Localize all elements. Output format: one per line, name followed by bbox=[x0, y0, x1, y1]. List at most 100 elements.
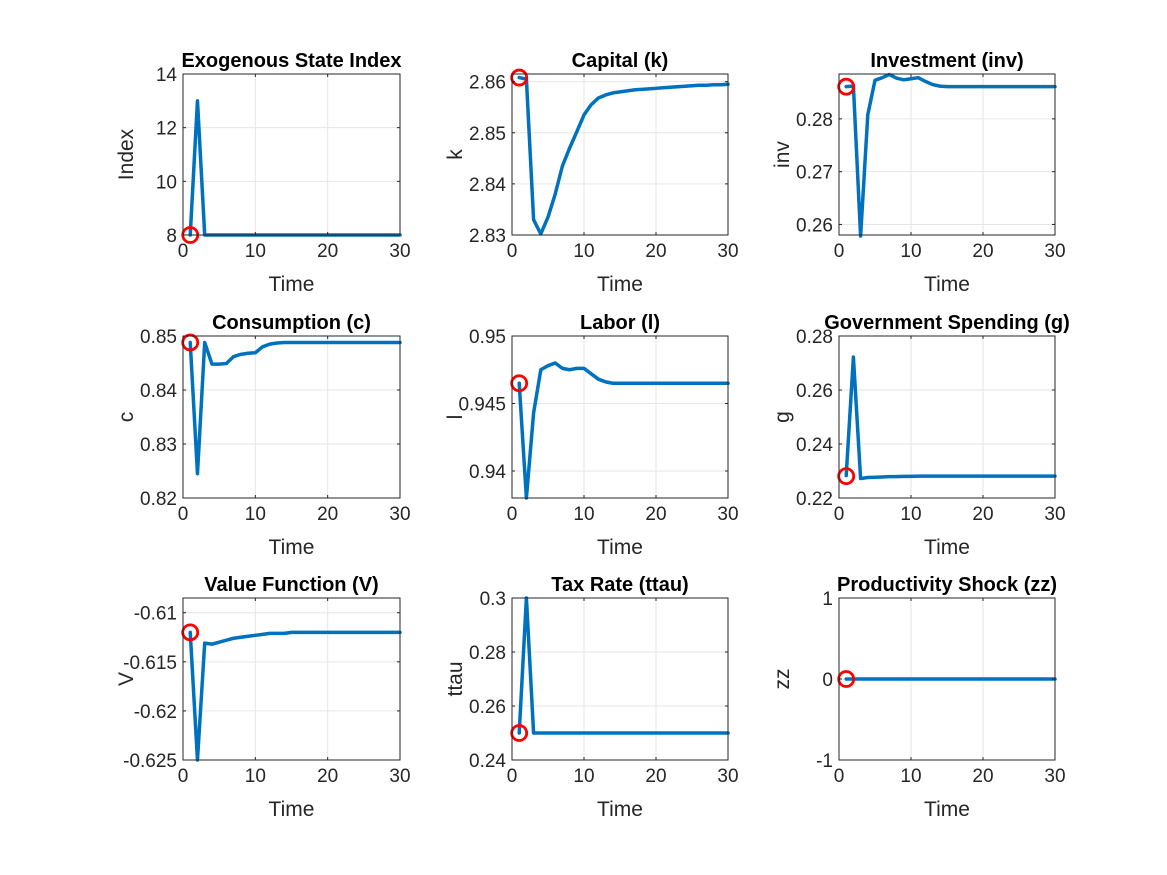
x-tick-label: 0 bbox=[178, 504, 189, 525]
x-tick-label: 10 bbox=[573, 766, 594, 787]
series-line bbox=[517, 596, 730, 735]
series-line bbox=[188, 630, 402, 762]
y-tick-label: 0.3 bbox=[480, 589, 506, 610]
y-tick-label: 0.22 bbox=[796, 489, 833, 510]
subplot-title: Exogenous State Index bbox=[181, 50, 401, 72]
x-tick-label: 30 bbox=[389, 241, 410, 262]
axes-box bbox=[511, 597, 729, 761]
y-tick-label: 0.945 bbox=[458, 395, 506, 416]
y-tick-label: -1 bbox=[816, 751, 833, 772]
x-tick-label: 0 bbox=[834, 766, 845, 787]
x-tick-label: 30 bbox=[1044, 766, 1065, 787]
plot-area bbox=[512, 598, 728, 760]
y-axis-label: c bbox=[115, 412, 138, 423]
y-tick-label: 2.84 bbox=[469, 175, 506, 196]
x-tick-label: 10 bbox=[573, 504, 594, 525]
y-tick-label: 0.26 bbox=[469, 697, 506, 718]
y-tick-label: 10 bbox=[156, 172, 177, 193]
x-tick-label: 30 bbox=[717, 504, 738, 525]
x-tick-label: 20 bbox=[972, 504, 993, 525]
x-tick-label: 0 bbox=[178, 766, 189, 787]
y-axis-label: zz bbox=[771, 669, 794, 690]
x-axis-label: Time bbox=[924, 536, 970, 559]
y-tick-label: 0.24 bbox=[796, 435, 833, 456]
plot-area bbox=[183, 598, 400, 760]
x-tick-label: 0 bbox=[507, 241, 518, 262]
x-tick-label: 30 bbox=[389, 766, 410, 787]
plot-area bbox=[839, 74, 1055, 235]
x-tick-label: 30 bbox=[389, 504, 410, 525]
y-tick-label: 0.85 bbox=[140, 327, 177, 348]
series-line bbox=[188, 340, 402, 476]
x-tick-label: 20 bbox=[317, 766, 338, 787]
y-tick-label: 0.28 bbox=[796, 110, 833, 131]
subplot-title: Tax Rate (ttau) bbox=[551, 574, 688, 596]
x-tick-label: 30 bbox=[717, 766, 738, 787]
series-line bbox=[517, 361, 730, 500]
subplot-title: Government Spending (g) bbox=[824, 312, 1070, 334]
x-tick-label: 30 bbox=[1044, 241, 1065, 262]
y-tick-label: 14 bbox=[156, 65, 178, 86]
y-axis-label: inv bbox=[771, 141, 794, 168]
x-tick-label: 30 bbox=[1044, 504, 1065, 525]
x-axis-label: Time bbox=[597, 273, 643, 296]
x-axis-label: Time bbox=[924, 798, 970, 821]
y-tick-label: 0.24 bbox=[469, 751, 506, 772]
y-tick-label: 1 bbox=[822, 589, 833, 610]
y-tick-label: 0.82 bbox=[140, 489, 177, 510]
y-tick-label: -0.62 bbox=[134, 702, 177, 723]
subplot-title: Consumption (c) bbox=[212, 312, 371, 334]
y-tick-label: -0.615 bbox=[123, 653, 177, 674]
x-tick-label: 20 bbox=[972, 241, 993, 262]
x-tick-label: 0 bbox=[834, 504, 845, 525]
plot-area bbox=[183, 74, 400, 235]
plot-area bbox=[839, 336, 1055, 498]
y-tick-label: 0.26 bbox=[796, 215, 833, 236]
x-tick-label: 0 bbox=[507, 766, 518, 787]
y-tick-label: 12 bbox=[156, 119, 177, 140]
x-tick-label: 10 bbox=[573, 241, 594, 262]
x-tick-label: 10 bbox=[900, 766, 921, 787]
plot-area bbox=[512, 74, 728, 235]
x-tick-label: 20 bbox=[645, 504, 666, 525]
plot-area bbox=[183, 336, 400, 498]
x-axis-label: Time bbox=[924, 273, 970, 296]
subplot-4: 0 10 20 30 0.82 0.83 0.84 0.85 Consumption (c) Ti… bbox=[115, 312, 411, 559]
x-tick-label: 20 bbox=[317, 241, 338, 262]
x-tick-label: 0 bbox=[178, 241, 189, 262]
axes-box bbox=[511, 73, 729, 236]
axes-box bbox=[838, 335, 1056, 499]
plot-area bbox=[512, 336, 728, 498]
axes-box bbox=[182, 73, 401, 236]
y-axis-label: g bbox=[771, 411, 794, 423]
x-tick-label: 20 bbox=[972, 766, 993, 787]
x-axis-label: Time bbox=[269, 273, 315, 296]
y-tick-label: 0.28 bbox=[469, 643, 506, 664]
y-axis-label: Index bbox=[115, 128, 138, 180]
y-tick-label: 2.86 bbox=[469, 73, 506, 94]
subplot-title: Value Function (V) bbox=[204, 574, 378, 596]
y-tick-label: 0.94 bbox=[469, 462, 506, 483]
x-tick-label: 30 bbox=[717, 241, 738, 262]
subplot-8: 0 10 20 30 0.24 0.26 0.28 0.3 Tax Rate (ttau) Tim… bbox=[444, 574, 739, 821]
y-tick-label: -0.61 bbox=[134, 604, 177, 625]
x-tick-label: 0 bbox=[834, 241, 845, 262]
subplot-3: 0 10 20 30 0.26 0.27 0.28 Investment (inv) Time i… bbox=[771, 50, 1066, 296]
y-axis-label: l bbox=[444, 415, 467, 420]
x-tick-label: 10 bbox=[245, 241, 266, 262]
x-axis-label: Time bbox=[269, 536, 315, 559]
x-tick-label: 10 bbox=[245, 766, 266, 787]
series-line bbox=[517, 75, 730, 236]
axes-box bbox=[182, 335, 401, 499]
x-tick-label: 20 bbox=[645, 766, 666, 787]
x-axis-label: Time bbox=[269, 798, 315, 821]
subplot-title: Capital (k) bbox=[572, 50, 669, 72]
y-axis-label: V bbox=[115, 672, 138, 686]
y-tick-label: 8 bbox=[166, 226, 177, 247]
y-tick-label: 0.84 bbox=[140, 381, 177, 402]
y-tick-label: 0.95 bbox=[469, 327, 506, 348]
